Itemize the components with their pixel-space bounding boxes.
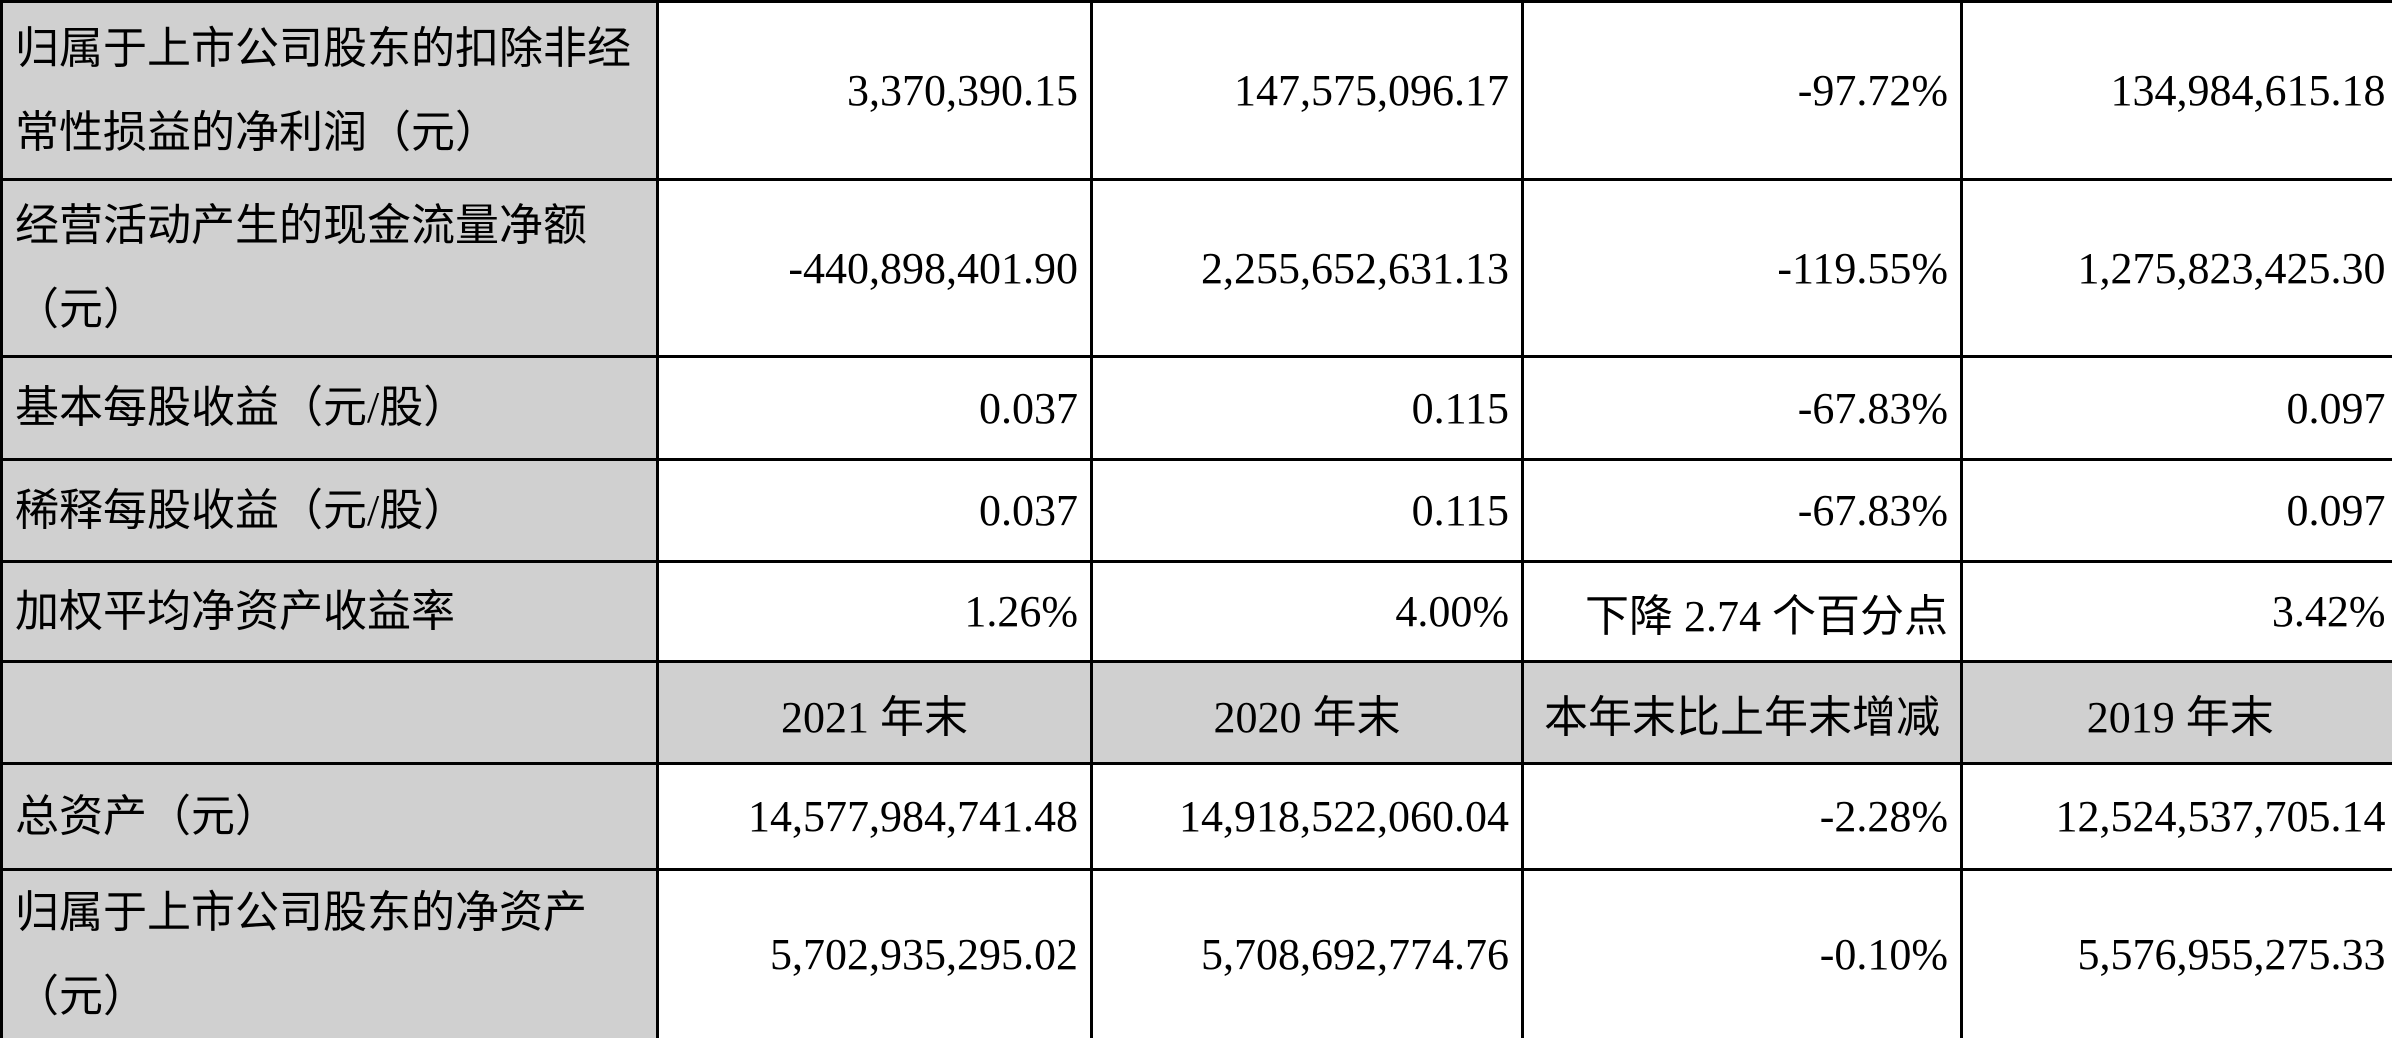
value-cell-2021: 5,702,935,295.02 <box>656 867 1093 1038</box>
value-cell-2020: 14,918,522,060.04 <box>1090 762 1524 871</box>
value-cell-2019: 0.097 <box>1960 355 2392 461</box>
column-header-2019-year-end: 2019 年末 <box>1960 660 2392 765</box>
value-cell-2020: 0.115 <box>1090 458 1524 563</box>
value-cell-change: -0.10% <box>1521 867 1963 1038</box>
value-cell-2021: 3,370,390.15 <box>656 0 1093 181</box>
row-label-basic-eps: 基本每股收益（元/股） <box>0 355 659 461</box>
value-cell-change: -119.55% <box>1521 178 1963 358</box>
column-header-yoy-change: 本年末比上年末增减 <box>1521 660 1963 765</box>
table-row-operating-cash-flow: 经营活动产生的现金流量净额（元） -440,898,401.90 2,255,6… <box>0 178 2392 358</box>
value-cell-2019: 12,524,537,705.14 <box>1960 762 2392 871</box>
period-header-empty-cell <box>0 660 659 765</box>
value-cell-2021: -440,898,401.90 <box>656 178 1093 358</box>
column-header-2020-year-end: 2020 年末 <box>1090 660 1524 765</box>
value-cell-2020: 4.00% <box>1090 560 1524 663</box>
value-cell-2020: 0.115 <box>1090 355 1524 461</box>
value-cell-2020: 5,708,692,774.76 <box>1090 867 1524 1038</box>
value-cell-change: -67.83% <box>1521 458 1963 563</box>
value-cell-2019: 5,576,955,275.33 <box>1960 867 2392 1038</box>
value-cell-change: -97.72% <box>1521 0 1963 181</box>
row-label-diluted-eps: 稀释每股收益（元/股） <box>0 458 659 563</box>
table-row-basic-eps: 基本每股收益（元/股） 0.037 0.115 -67.83% 0.097 <box>0 355 2392 461</box>
row-label-total-assets: 总资产（元） <box>0 762 659 871</box>
table-row-period-header: 2021 年末 2020 年末 本年末比上年末增减 2019 年末 <box>0 660 2392 765</box>
value-cell-2021: 0.037 <box>656 355 1093 461</box>
table-row-net-profit-excl-nonrecurring: 归属于上市公司股东的扣除非经常性损益的净利润（元） 3,370,390.15 1… <box>0 0 2392 181</box>
value-cell-2021: 1.26% <box>656 560 1093 663</box>
row-label-net-assets-attributable: 归属于上市公司股东的净资产（元） <box>0 867 659 1038</box>
value-cell-change: -2.28% <box>1521 762 1963 871</box>
value-cell-2019: 134,984,615.18 <box>1960 0 2392 181</box>
value-cell-2020: 2,255,652,631.13 <box>1090 178 1524 358</box>
value-cell-change: -67.83% <box>1521 355 1963 461</box>
value-cell-2019: 3.42% <box>1960 560 2392 663</box>
column-header-2021-year-end: 2021 年末 <box>656 660 1093 765</box>
table-row-net-assets-attributable: 归属于上市公司股东的净资产（元） 5,702,935,295.02 5,708,… <box>0 867 2392 1038</box>
value-cell-2021: 14,577,984,741.48 <box>656 762 1093 871</box>
table-row-total-assets: 总资产（元） 14,577,984,741.48 14,918,522,060.… <box>0 762 2392 871</box>
row-label-weighted-avg-roe: 加权平均净资产收益率 <box>0 560 659 663</box>
value-cell-change: 下降 2.74 个百分点 <box>1521 560 1963 663</box>
value-cell-2020: 147,575,096.17 <box>1090 0 1524 181</box>
value-cell-2019: 1,275,823,425.30 <box>1960 178 2392 358</box>
value-cell-2019: 0.097 <box>1960 458 2392 563</box>
table-row-diluted-eps: 稀释每股收益（元/股） 0.037 0.115 -67.83% 0.097 <box>0 458 2392 563</box>
table-row-weighted-avg-roe: 加权平均净资产收益率 1.26% 4.00% 下降 2.74 个百分点 3.42… <box>0 560 2392 663</box>
row-label-operating-cash-flow: 经营活动产生的现金流量净额（元） <box>0 178 659 358</box>
row-label-net-profit-excl-nonrecurring: 归属于上市公司股东的扣除非经常性损益的净利润（元） <box>0 0 659 181</box>
value-cell-2021: 0.037 <box>656 458 1093 563</box>
